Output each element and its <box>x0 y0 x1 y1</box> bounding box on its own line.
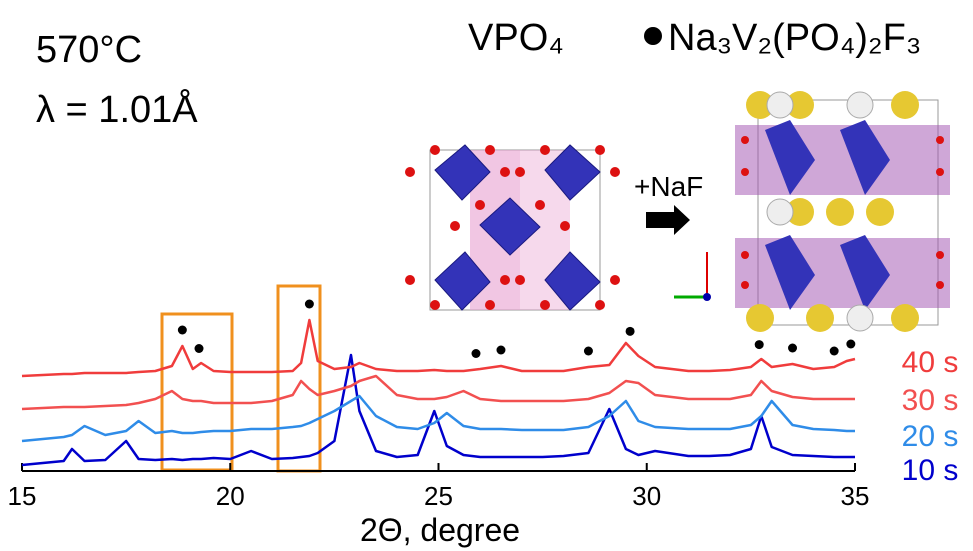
peak-marker <box>471 349 480 358</box>
series-line <box>22 396 855 441</box>
series-label: 10 s <box>902 454 959 487</box>
x-axis-label: 2Θ, degree <box>360 512 520 548</box>
peak-marker <box>305 300 314 309</box>
vpo4-label: VPO₄ <box>468 17 564 59</box>
phase-dot <box>644 27 662 45</box>
peak-marker <box>195 344 204 353</box>
chart: 570°C λ = 1.01Å VPO₄ Na₃V₂(PO₄)₂F₃ +NaF <box>0 0 973 551</box>
x-tick-label: 15 <box>8 481 37 511</box>
axes-indicator <box>674 252 711 301</box>
wavelength: λ = 1.01Å <box>36 87 198 131</box>
peak-marker <box>178 326 187 335</box>
highlight-box <box>278 286 320 471</box>
peak-marker <box>584 347 593 356</box>
x-tick-label: 20 <box>216 481 245 511</box>
temperature: 570°C <box>36 29 142 71</box>
series-line <box>22 376 855 409</box>
peak-marker <box>846 340 855 349</box>
peak-marker <box>496 346 505 355</box>
vpo4-structure <box>405 145 620 310</box>
peak-marker <box>755 340 764 349</box>
x-tick-label: 30 <box>632 481 661 511</box>
series-line <box>22 320 855 376</box>
arrow <box>646 205 690 235</box>
x-tick-label: 35 <box>841 481 870 511</box>
nvpf-label: Na₃V₂(PO₄)₂F₃ <box>668 17 921 59</box>
peak-marker <box>788 344 797 353</box>
naf-label: +NaF <box>634 171 703 202</box>
nvpf-structure <box>735 91 950 332</box>
peak-marker <box>626 327 635 336</box>
x-tick-label: 25 <box>424 481 453 511</box>
series-label: 40 s <box>902 346 959 379</box>
series-label: 20 s <box>902 420 959 453</box>
peak-marker <box>830 347 839 356</box>
series-label: 30 s <box>902 384 959 417</box>
